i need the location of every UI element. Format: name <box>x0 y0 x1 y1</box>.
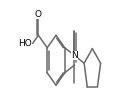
Text: N: N <box>71 51 78 60</box>
Text: O: O <box>35 10 42 19</box>
Text: HO: HO <box>18 39 32 48</box>
